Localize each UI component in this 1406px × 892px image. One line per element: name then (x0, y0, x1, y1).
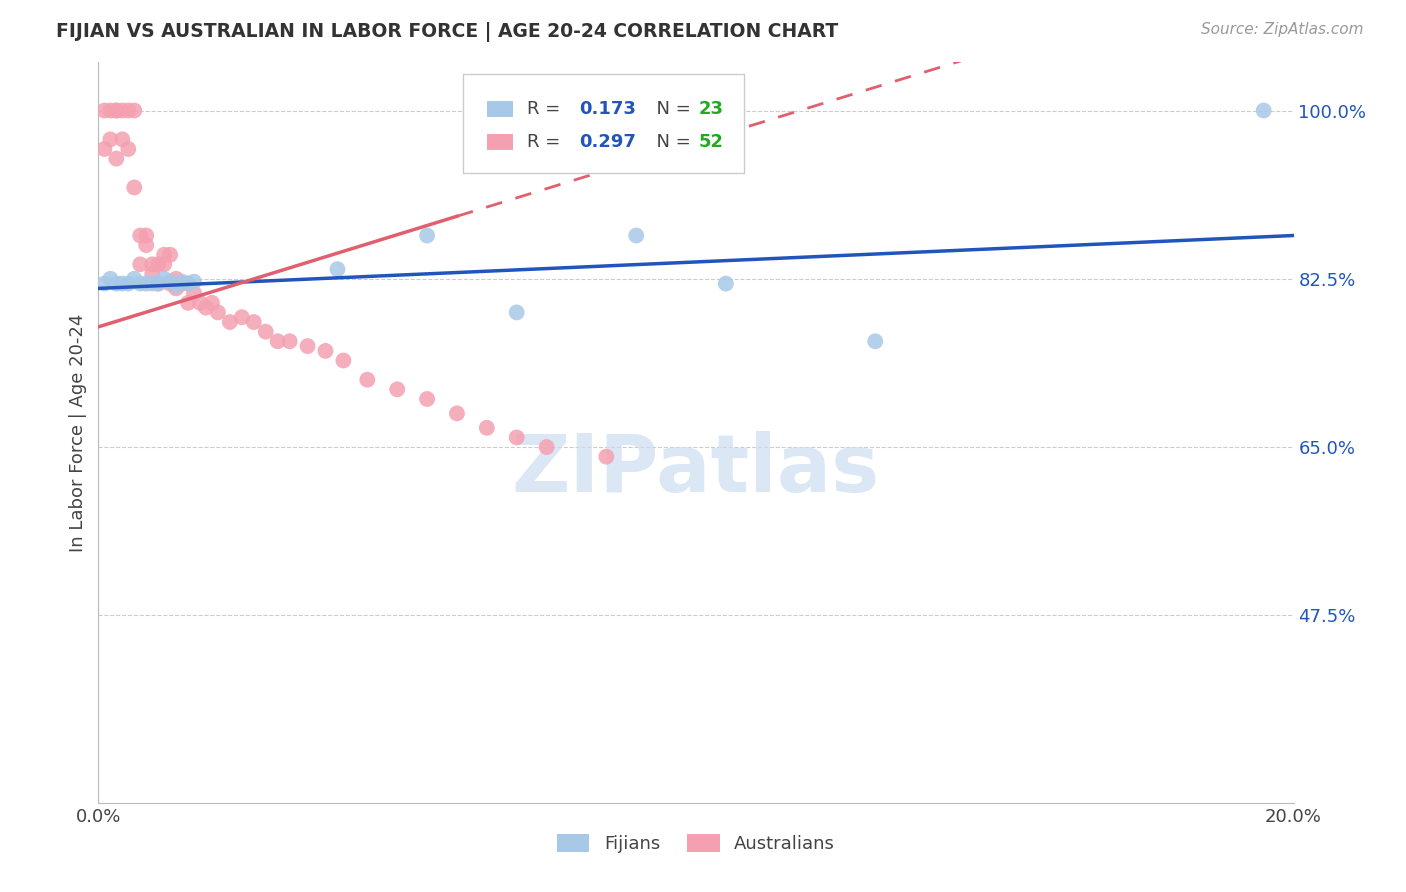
Point (356, 373, 378, 387)
Point (124, 103, 146, 118)
Point (165, 281, 187, 295)
Point (177, 277, 200, 291)
Point (105, 103, 128, 118)
Point (129, 228, 152, 243)
Point (297, 339, 319, 353)
Point (124, 180, 146, 194)
Point (153, 257, 176, 271)
Text: N =: N = (644, 133, 696, 151)
Point (98, 103, 122, 118)
Point (506, 305, 529, 319)
Point (105, 152, 128, 166)
Point (105, 103, 128, 118)
Point (148, 277, 170, 291)
Point (595, 450, 617, 464)
Point (153, 272, 176, 286)
Point (446, 406, 468, 420)
Point (385, 382, 409, 396)
Point (124, 272, 146, 286)
Point (243, 315, 266, 329)
Text: 0.297: 0.297 (579, 133, 636, 151)
Point (416, 392, 439, 406)
Text: R =: R = (527, 133, 567, 151)
Point (111, 103, 134, 118)
Point (111, 277, 134, 291)
Point (141, 267, 163, 281)
Text: 52: 52 (699, 133, 723, 151)
Point (98, 272, 122, 286)
Point (188, 295, 211, 310)
Point (332, 353, 354, 368)
FancyBboxPatch shape (486, 134, 513, 150)
Text: R =: R = (527, 100, 567, 118)
Text: 23: 23 (699, 100, 723, 118)
Point (177, 295, 200, 310)
Text: N =: N = (644, 100, 696, 118)
Point (326, 262, 349, 277)
Point (278, 334, 301, 349)
Point (475, 421, 498, 435)
Text: FIJIAN VS AUSTRALIAN IN LABOR FORCE | AGE 20-24 CORRELATION CHART: FIJIAN VS AUSTRALIAN IN LABOR FORCE | AG… (56, 22, 838, 42)
Point (159, 277, 181, 291)
Text: ZIPatlas: ZIPatlas (512, 431, 880, 508)
Point (231, 310, 253, 325)
Legend: Fijians, Australians: Fijians, Australians (550, 827, 842, 861)
Point (172, 275, 194, 289)
Y-axis label: In Labor Force | Age 20-24: In Labor Force | Age 20-24 (69, 313, 87, 552)
Point (172, 277, 194, 291)
Point (93, 103, 115, 118)
Point (93, 142, 115, 156)
Point (165, 278, 187, 293)
Point (254, 325, 277, 339)
Point (135, 277, 157, 291)
Point (148, 257, 170, 271)
Point (98, 132, 122, 146)
Point (183, 275, 205, 289)
Point (267, 334, 290, 349)
Point (117, 103, 139, 118)
Point (129, 257, 152, 271)
Point (159, 275, 181, 289)
Point (117, 277, 139, 291)
FancyBboxPatch shape (463, 73, 744, 173)
FancyBboxPatch shape (486, 101, 513, 117)
Point (416, 228, 439, 243)
Point (201, 295, 224, 310)
Point (105, 277, 128, 291)
Point (536, 440, 558, 454)
Point (159, 248, 181, 262)
Point (135, 228, 157, 243)
Point (165, 272, 187, 286)
Point (195, 301, 218, 315)
Point (141, 257, 163, 271)
Point (111, 132, 134, 146)
Point (865, 334, 887, 349)
Point (129, 277, 152, 291)
Point (153, 248, 176, 262)
Point (219, 315, 242, 329)
Point (177, 277, 200, 291)
Point (1253, 103, 1275, 118)
Point (117, 142, 139, 156)
Point (626, 228, 648, 243)
Text: Source: ZipAtlas.com: Source: ZipAtlas.com (1201, 22, 1364, 37)
Point (506, 430, 529, 444)
Point (315, 343, 337, 358)
Point (714, 277, 737, 291)
Point (183, 286, 205, 301)
Text: 0.173: 0.173 (579, 100, 636, 118)
Point (141, 277, 163, 291)
Point (93, 277, 115, 291)
Point (135, 238, 157, 252)
Point (148, 277, 170, 291)
Point (207, 305, 229, 319)
